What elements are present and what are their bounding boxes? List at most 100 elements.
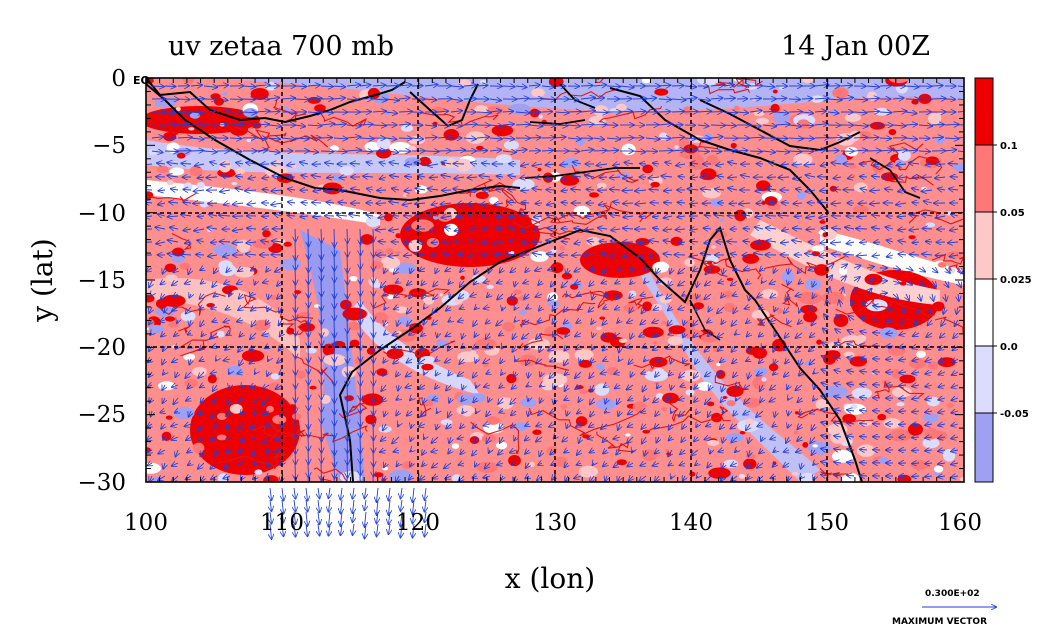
- field-speckle: [596, 182, 607, 189]
- field-speckle: [934, 465, 944, 473]
- field-speckle: [182, 78, 195, 85]
- wind-vector: [892, 98, 904, 99]
- wind-vector: [321, 410, 322, 423]
- wind-vector: [151, 151, 163, 152]
- field-speckle: [173, 406, 195, 420]
- wind-vector: [541, 86, 554, 87]
- wind-vector: [874, 242, 881, 243]
- field-speckle: [512, 289, 523, 295]
- reference-vector-value: 0.300E+02: [925, 589, 980, 599]
- field-speckle: [816, 451, 825, 456]
- x-tick-label: 110: [260, 510, 304, 536]
- field-speckle: [888, 429, 912, 442]
- field-speckle: [313, 304, 320, 308]
- wind-vector: [389, 487, 391, 500]
- wind-vector: [957, 85, 964, 88]
- wind-vector: [806, 229, 816, 230]
- wind-vector: [853, 137, 867, 138]
- wind-vector: [282, 487, 284, 500]
- wind-vector: [528, 85, 540, 86]
- field-speckle: [550, 262, 564, 274]
- field-speckle: [946, 251, 963, 259]
- field-speckle: [595, 363, 605, 371]
- field-speckle: [823, 385, 848, 398]
- wind-vector: [216, 85, 228, 86]
- field-speckle: [349, 276, 358, 282]
- wind-vector: [334, 241, 335, 256]
- field-speckle: [454, 298, 463, 305]
- wind-vector: [425, 487, 427, 500]
- wind-vector: [723, 125, 736, 126]
- wind-vector: [246, 163, 257, 164]
- field-speckle: [226, 365, 243, 376]
- wind-vector: [613, 164, 621, 165]
- wind-vector: [177, 137, 192, 138]
- wind-vector: [325, 163, 335, 164]
- wind-vector: [405, 164, 413, 165]
- wind-vector: [515, 98, 529, 99]
- wind-vector: [580, 86, 593, 87]
- field-speckle: [689, 471, 696, 477]
- wind-vector: [295, 397, 296, 413]
- field-speckle: [349, 339, 360, 348]
- field-speckle: [849, 356, 867, 367]
- wind-vector: [775, 138, 787, 139]
- colorbar-swatch: [975, 145, 993, 212]
- wind-vector: [294, 99, 309, 100]
- wind-vector: [229, 124, 243, 125]
- wind-vector: [321, 267, 322, 280]
- field-speckle: [234, 167, 245, 175]
- field-speckle: [322, 343, 335, 356]
- wind-vector: [606, 86, 620, 87]
- wind-vector: [346, 150, 361, 151]
- wind-vector: [541, 150, 553, 151]
- wind-vector: [619, 86, 634, 87]
- wind-vector: [385, 86, 399, 87]
- field-speckle: [146, 294, 155, 303]
- wind-vector: [377, 487, 379, 502]
- field-speckle: [684, 258, 695, 267]
- field-speckle: [474, 338, 497, 351]
- wind-vector: [736, 112, 748, 113]
- field-speckle: [793, 153, 813, 166]
- wind-vector: [208, 203, 218, 204]
- wind-vector: [295, 228, 296, 241]
- wind-vector: [307, 85, 320, 86]
- field-speckle: [254, 469, 263, 475]
- wind-vector: [333, 86, 345, 87]
- wind-vector: [398, 124, 410, 125]
- wind-vector: [912, 450, 920, 451]
- wind-vector: [658, 124, 672, 125]
- field-speckle: [700, 168, 717, 181]
- wind-vector: [775, 124, 790, 125]
- wind-vector: [216, 99, 227, 100]
- field-speckle: [479, 79, 487, 84]
- field-speckle: [641, 449, 658, 461]
- wind-vector: [347, 449, 348, 464]
- wind-vector: [321, 280, 322, 296]
- wind-vector: [502, 86, 515, 87]
- field-speckle: [834, 437, 842, 442]
- wind-vector: [471, 163, 478, 164]
- wind-vector: [580, 98, 595, 100]
- wind-vector: [177, 99, 190, 100]
- wind-vector: [710, 137, 723, 138]
- wind-vector: [606, 150, 618, 151]
- contour-line: [528, 407, 642, 437]
- wind-vector: [676, 164, 686, 166]
- wind-vector: [814, 98, 828, 99]
- wind-vector: [306, 511, 308, 526]
- wind-vector: [424, 137, 437, 138]
- field-speckle: [755, 228, 762, 234]
- wind-vector: [775, 151, 789, 152]
- field-speckle: [921, 186, 927, 191]
- field-speckle: [726, 385, 744, 397]
- wind-vector: [401, 487, 403, 499]
- field-speckle: [283, 241, 292, 247]
- wind-vector: [437, 125, 449, 126]
- contour-line: [764, 255, 846, 275]
- wind-vector: [736, 150, 747, 151]
- wind-vector: [762, 151, 775, 152]
- contour-line: [781, 283, 799, 308]
- colorbar-label: -0.05: [1000, 409, 1029, 420]
